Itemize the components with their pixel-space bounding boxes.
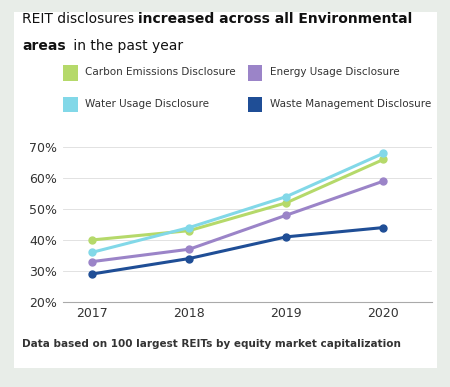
Text: Energy Usage Disclosure: Energy Usage Disclosure [270,67,399,77]
FancyBboxPatch shape [248,97,262,112]
Text: Data based on 100 largest REITs by equity market capitalization: Data based on 100 largest REITs by equit… [22,339,401,349]
Text: Water Usage Disclosure: Water Usage Disclosure [85,99,209,109]
Text: areas: areas [22,39,66,53]
FancyBboxPatch shape [63,97,78,112]
FancyBboxPatch shape [63,65,78,81]
Text: REIT disclosures: REIT disclosures [22,12,139,26]
Text: Waste Management Disclosure: Waste Management Disclosure [270,99,431,109]
Text: in the past year: in the past year [69,39,183,53]
FancyBboxPatch shape [248,65,262,81]
Text: increased across all Environmental: increased across all Environmental [138,12,412,26]
Text: Carbon Emissions Disclosure: Carbon Emissions Disclosure [85,67,236,77]
